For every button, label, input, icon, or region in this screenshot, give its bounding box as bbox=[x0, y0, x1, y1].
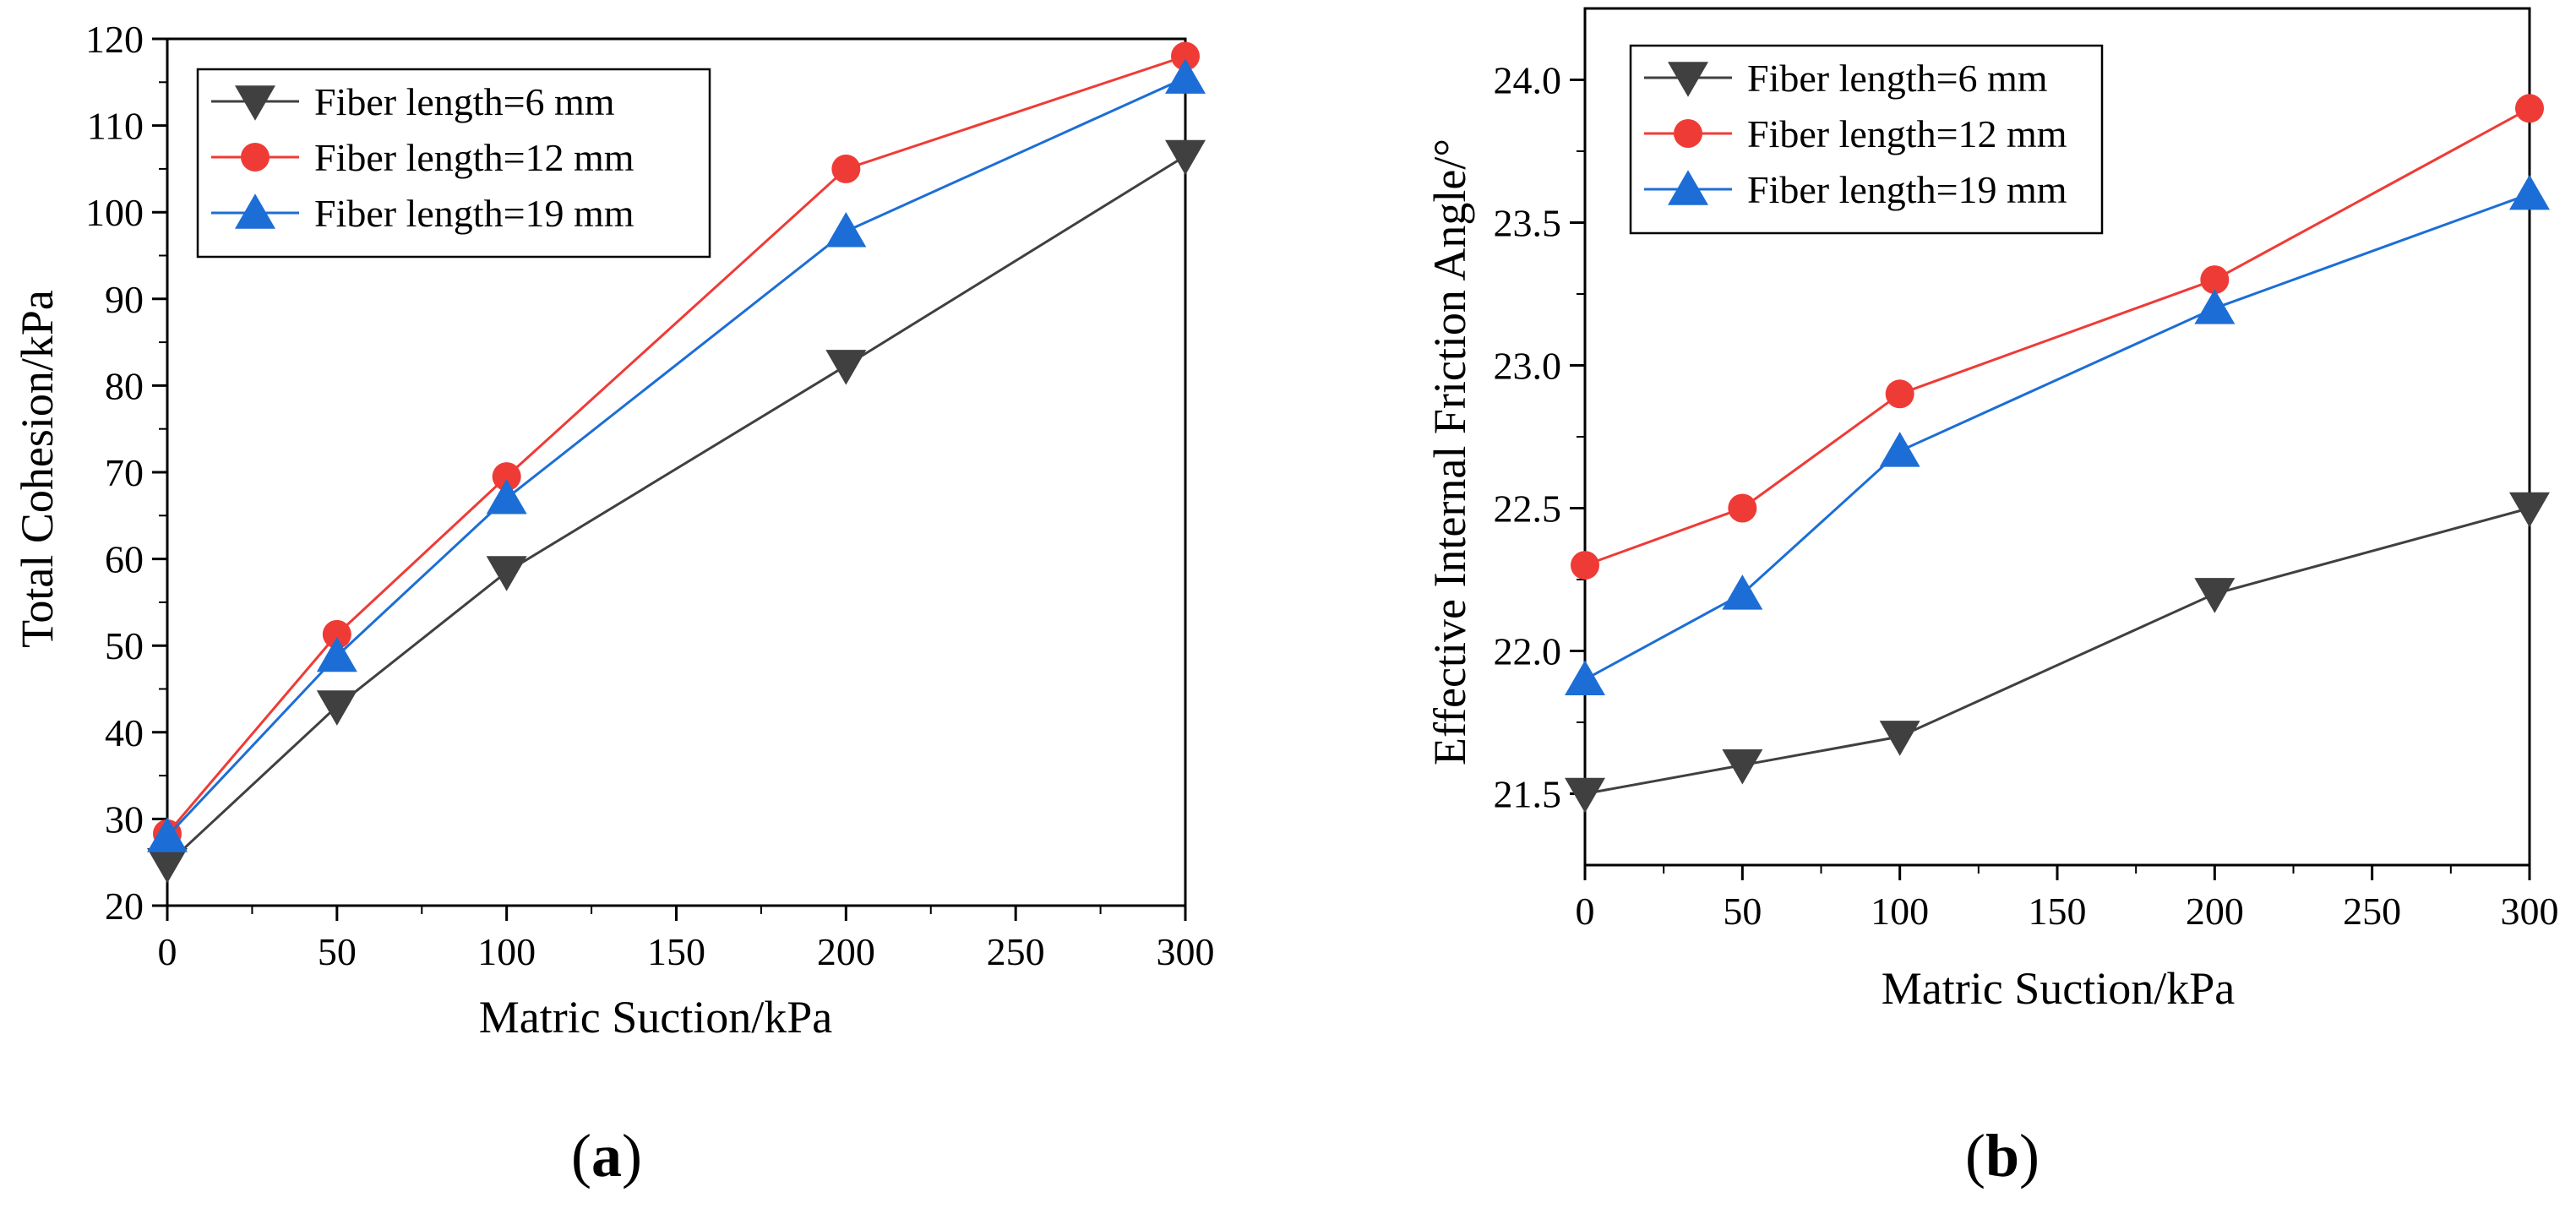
panel-label-a: (a) bbox=[571, 1122, 642, 1190]
x-tick-label: 150 bbox=[2029, 890, 2087, 933]
x-tick-label: 100 bbox=[1871, 890, 1929, 933]
data-point-series-3 bbox=[316, 636, 357, 672]
x-tick-label: 200 bbox=[817, 930, 875, 973]
data-point-series-3 bbox=[825, 211, 867, 248]
y-tick-label: 110 bbox=[87, 105, 144, 148]
data-point-series-3 bbox=[147, 817, 188, 852]
x-axis-label: Matric Suction/kPa bbox=[1882, 963, 2235, 1014]
data-point-series-1 bbox=[316, 690, 357, 726]
data-point-series-2 bbox=[322, 619, 351, 649]
x-tick-label: 50 bbox=[318, 930, 357, 973]
data-point-series-2 bbox=[1171, 41, 1200, 71]
data-point-series-2 bbox=[1885, 379, 1914, 409]
data-point-series-3 bbox=[2509, 174, 2550, 210]
legend-label: Fiber length=19 mm bbox=[1747, 168, 2067, 211]
y-tick-label: 20 bbox=[105, 885, 144, 928]
data-point-series-3 bbox=[1722, 574, 1763, 610]
legend-label: Fiber length=6 mm bbox=[314, 80, 615, 123]
legend-label: Fiber length=19 mm bbox=[314, 192, 634, 235]
x-tick-label: 100 bbox=[477, 930, 536, 973]
data-point-series-1 bbox=[486, 556, 527, 591]
legend-marker bbox=[241, 143, 270, 171]
x-tick-label: 300 bbox=[1157, 930, 1215, 973]
y-tick-label: 40 bbox=[105, 711, 144, 754]
y-tick-label: 80 bbox=[105, 364, 144, 407]
x-tick-label: 50 bbox=[1723, 890, 1762, 933]
legend-label: Fiber length=12 mm bbox=[314, 136, 634, 179]
data-point-series-1 bbox=[1722, 749, 1763, 785]
data-point-series-1 bbox=[147, 848, 188, 884]
data-point-series-3 bbox=[486, 478, 527, 514]
data-point-series-3 bbox=[1165, 58, 1206, 94]
data-point-series-3 bbox=[1565, 660, 1605, 696]
x-tick-label: 150 bbox=[647, 930, 705, 973]
y-tick-label: 60 bbox=[105, 538, 144, 581]
y-tick-label: 24.0 bbox=[1494, 59, 1562, 102]
legend-label: Fiber length=12 mm bbox=[1747, 112, 2067, 155]
data-point-series-2 bbox=[831, 154, 861, 183]
data-point-series-2 bbox=[1728, 493, 1757, 523]
y-tick-label: 100 bbox=[85, 191, 144, 234]
data-point-series-1 bbox=[1165, 139, 1206, 176]
y-tick-label: 22.5 bbox=[1494, 487, 1562, 531]
y-tick-label: 22.0 bbox=[1494, 630, 1562, 673]
data-point-series-3 bbox=[2194, 289, 2236, 324]
x-tick-label: 250 bbox=[987, 930, 1045, 973]
data-point-series-1 bbox=[1565, 777, 1605, 814]
chart-panel-b: Effective Internal Friction Angle/° Matr… bbox=[1424, 7, 2559, 1190]
y-tick-label: 21.5 bbox=[1494, 773, 1562, 816]
data-point-series-1 bbox=[825, 350, 867, 385]
legend-marker bbox=[235, 193, 275, 229]
data-point-series-1 bbox=[2194, 578, 2236, 613]
chart-panel-a: Total Cohesion/kPa Matric Suction/kPa (a… bbox=[12, 18, 1215, 1190]
panel-label-b: (b) bbox=[1965, 1122, 2040, 1190]
x-tick-label: 0 bbox=[158, 930, 177, 973]
data-point-series-3 bbox=[1879, 432, 1920, 467]
x-tick-label: 0 bbox=[1576, 890, 1595, 933]
x-tick-label: 200 bbox=[2186, 890, 2244, 933]
y-tick-label: 120 bbox=[85, 18, 144, 61]
x-tick-label: 300 bbox=[2501, 890, 2559, 933]
data-point-series-2 bbox=[492, 462, 521, 492]
y-tick-label: 30 bbox=[105, 798, 144, 841]
y-axis-label: Effective Internal Friction Angle/° bbox=[1424, 139, 1475, 765]
legend-label: Fiber length=6 mm bbox=[1747, 57, 2048, 100]
y-tick-label: 23.5 bbox=[1494, 202, 1562, 245]
legend-marker bbox=[235, 85, 275, 121]
legend-marker bbox=[1668, 62, 1708, 97]
legend-marker bbox=[1674, 119, 1702, 148]
series-line-1 bbox=[166, 155, 1186, 865]
y-tick-label: 90 bbox=[105, 278, 144, 321]
x-axis-label: Matric Suction/kPa bbox=[479, 992, 832, 1043]
data-point-series-2 bbox=[2200, 265, 2230, 295]
y-tick-label: 50 bbox=[105, 624, 144, 667]
legend-marker bbox=[1668, 170, 1708, 205]
data-point-series-2 bbox=[1571, 551, 1599, 580]
data-point-series-1 bbox=[2509, 492, 2550, 528]
y-axis-label: Total Cohesion/kPa bbox=[12, 290, 63, 648]
y-tick-label: 70 bbox=[105, 451, 144, 494]
y-tick-label: 23.0 bbox=[1494, 345, 1562, 388]
x-tick-label: 250 bbox=[2343, 890, 2401, 933]
data-point-series-2 bbox=[2515, 94, 2544, 123]
data-point-series-1 bbox=[1879, 721, 1920, 756]
